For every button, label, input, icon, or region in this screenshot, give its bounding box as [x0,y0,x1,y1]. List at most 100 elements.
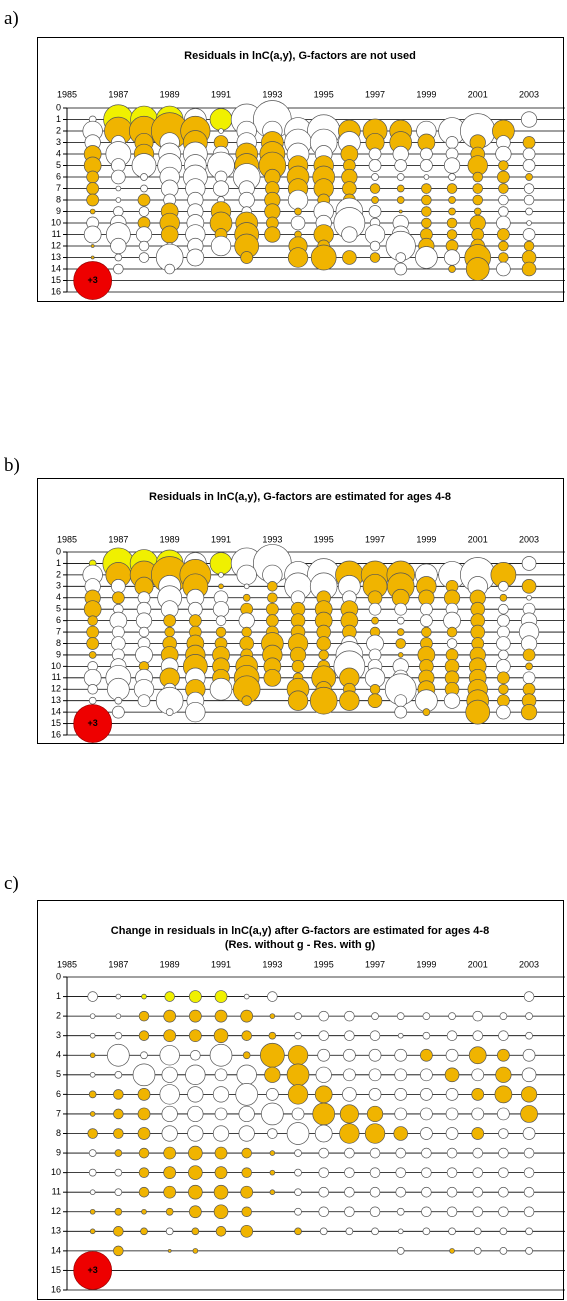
bubble [525,1031,533,1040]
bubble [498,581,509,592]
chart-frame [37,37,564,302]
bubble [523,1147,535,1159]
bubble [421,1206,432,1218]
bubble [214,1107,228,1121]
bubble [163,1029,177,1043]
y-tick-label: 3 [56,1030,61,1040]
bubble [395,1186,406,1198]
bubble [241,1030,252,1041]
x-tick-label: 1995 [314,534,334,544]
bubble [473,1247,482,1255]
bubble [294,1207,302,1216]
bubble [137,1088,151,1101]
bubble [113,263,124,275]
bubble [315,1066,332,1083]
bubble [140,1051,148,1060]
bubble [523,1206,535,1218]
bubble [318,649,329,661]
chart-frame [37,900,564,1300]
y-tick-label: 9 [56,649,61,659]
bubble [395,1147,406,1159]
bubble [368,602,382,616]
bubble [264,1066,281,1083]
x-tick-label: 1995 [314,959,334,969]
x-tick-label: 1999 [416,89,436,99]
bubble [114,1070,123,1079]
bubble [369,183,381,194]
y-tick-label: 13 [51,252,61,262]
bubble [137,694,151,708]
panel-label: c) [4,873,19,894]
bubble [368,205,382,218]
bubble [395,638,406,649]
bubble [420,614,433,627]
bubble [88,1168,97,1177]
bubble [421,1147,432,1159]
bubble [185,1064,206,1085]
bubble [472,1010,483,1022]
bubble [368,159,382,172]
y-tick-label: 7 [56,626,61,636]
y-tick-label: 3 [56,137,61,147]
bubble [240,1185,254,1199]
bubble [496,261,511,277]
bubble [185,701,206,723]
bubble [88,696,97,705]
bubble [240,1009,254,1023]
bubble [422,1012,431,1020]
bubble [344,1030,355,1041]
bubble [448,1227,456,1236]
x-tick-label: 1999 [416,959,436,969]
bubble [394,602,408,616]
bubble [367,693,383,708]
x-tick-label: 2001 [468,959,488,969]
bubble [368,1088,382,1101]
x-tick-label: 2001 [468,534,488,544]
bubble [448,207,456,216]
bubble [89,1111,96,1117]
bubble [188,1029,202,1043]
bubble [396,173,405,181]
bubble [186,248,205,267]
bubble [394,1048,408,1062]
bubble [369,1186,381,1198]
bubble [312,1102,336,1126]
bubble [473,1227,482,1236]
bubble [521,556,537,571]
bubble [111,169,126,185]
y-tick-label: 11 [52,1187,61,1197]
bubble [218,572,224,578]
bubble [371,1012,379,1020]
bubble [132,1063,156,1087]
bubble [215,615,227,626]
legend-bubble [73,261,113,300]
y-tick-label: 12 [51,240,61,250]
x-tick-label: 1989 [160,89,180,99]
y-tick-label: 6 [56,171,61,181]
x-tick-label: 1993 [262,959,282,969]
bubble [318,1010,329,1022]
bubble [498,1030,509,1041]
bubble [86,637,100,650]
bubble [113,1226,124,1237]
x-tick-label: 1997 [365,89,385,99]
bubble [446,217,458,229]
bubble [396,1207,405,1216]
bubble [397,652,404,658]
panel-label: a) [4,8,19,29]
bubble [522,159,536,172]
bubble [395,1167,406,1178]
bubble [240,1224,254,1238]
bubble [498,1128,509,1139]
bubble [287,1084,309,1105]
bubble [314,1124,333,1143]
bubble [448,196,456,204]
bubble [164,263,175,275]
bubble [138,626,150,638]
bubble [471,1068,485,1082]
bubble [472,194,483,206]
bubble [243,583,250,590]
bubble [242,1051,251,1060]
bubble [495,1066,512,1083]
bubble [161,1066,178,1083]
